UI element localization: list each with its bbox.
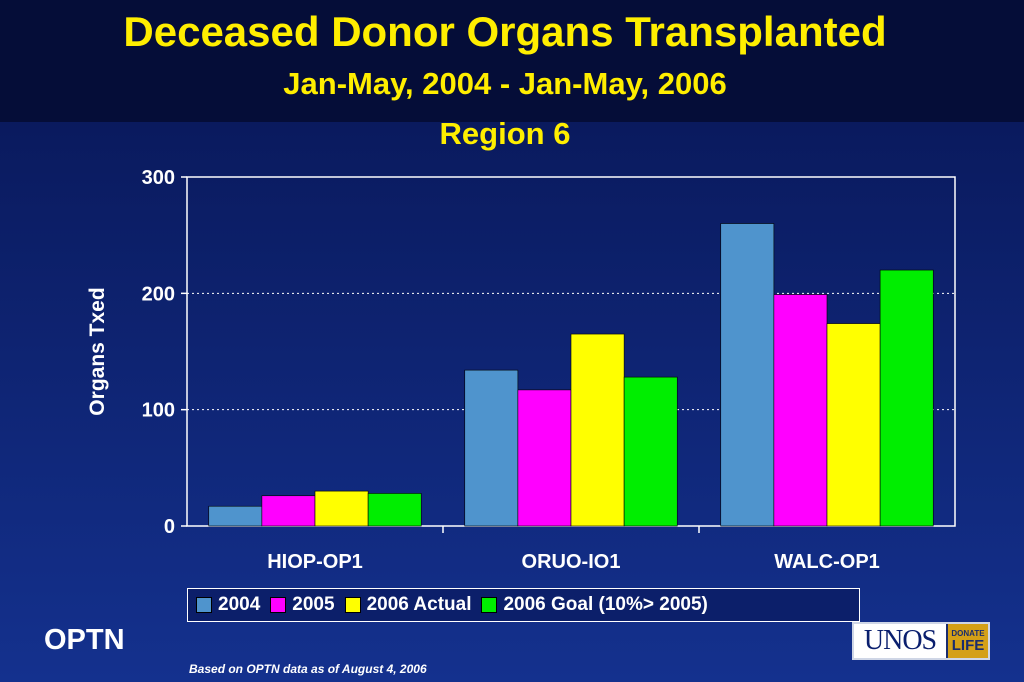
legend-item: 2006 Actual <box>344 594 472 616</box>
legend-swatch <box>344 597 361 613</box>
data-source-note: Based on OPTN data as of August 4, 2006 <box>189 662 427 676</box>
y-axis-title: Organs Txed <box>86 287 109 415</box>
bar-oruo-io1-2004 <box>464 369 519 527</box>
y-tick-label: 300 <box>142 167 175 189</box>
title-band <box>0 0 1024 122</box>
y-tick-label: 100 <box>142 400 175 422</box>
bar-oruo-io1-2005 <box>517 389 572 527</box>
donate-life-badge-top: DONATE <box>951 629 985 638</box>
y-tick-label: 0 <box>164 516 175 538</box>
bar-walc-op1-2005 <box>773 294 828 527</box>
x-category-label: HIOP-OP1 <box>267 551 363 573</box>
unos-logo-text: UNOS <box>863 625 937 656</box>
donate-life-badge-bottom: LIFE <box>951 637 985 654</box>
bar-oruo-io1-2006-goal <box>623 376 678 527</box>
unos-donate-life-logo: UNOS DONATE LIFE <box>852 622 990 660</box>
optn-brand: OPTN <box>44 624 125 656</box>
y-tick-label: 200 <box>142 283 175 305</box>
legend-item: 2004 <box>196 594 260 616</box>
page-title: Deceased Donor Organs Transplanted <box>123 8 887 55</box>
page-subtitle: Jan-May, 2004 - Jan-May, 2006 <box>283 66 727 101</box>
bar-oruo-io1-2006-actual <box>570 333 625 527</box>
legend-swatch <box>270 597 287 613</box>
bar-chart: 0 100 200 300 Organs Txed HIOP-OP1 ORUO-IO1 WAL… <box>86 167 934 573</box>
legend-label: 2006 Actual <box>366 594 472 615</box>
bar-walc-op1-2004 <box>720 223 775 527</box>
region-label: Region 6 <box>439 116 571 151</box>
legend-label: 2004 <box>218 594 261 615</box>
bar-hiop-op1-2004 <box>208 505 263 527</box>
legend-swatch <box>196 597 212 613</box>
bar-hiop-op1-2005 <box>261 495 316 527</box>
bar-walc-op1-2006-goal <box>879 269 934 527</box>
x-category-label: ORUO-IO1 <box>522 551 621 573</box>
chart-legend: 2004 2005 2006 Actual 2006 Goal (10%> 2005) <box>187 588 860 622</box>
bar-hiop-op1-2006-goal <box>367 493 422 527</box>
legend-item: 2006 Goal (10%> 2005) <box>481 594 708 616</box>
legend-label: 2006 Goal (10%> 2005) <box>503 594 708 615</box>
legend-label: 2005 <box>292 594 335 615</box>
x-category-label: WALC-OP1 <box>774 551 880 573</box>
legend-item: 2005 <box>270 594 335 616</box>
legend-swatch <box>481 597 498 613</box>
bar-hiop-op1-2006-actual <box>314 490 369 527</box>
bar-walc-op1-2006-actual <box>826 323 881 527</box>
donate-life-badge: DONATE LIFE <box>946 624 988 658</box>
